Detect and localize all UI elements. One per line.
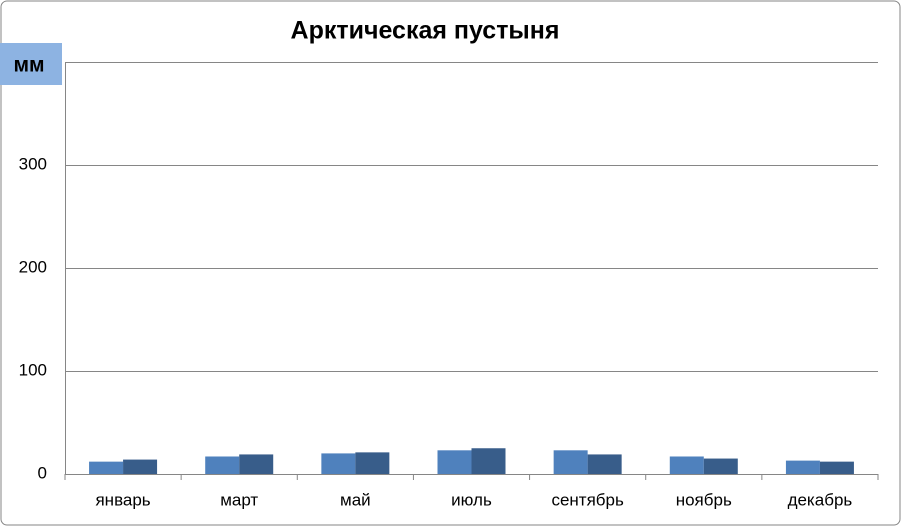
x-tick-label: май	[340, 490, 371, 509]
chart-title: Арктическая пустыня	[291, 17, 560, 45]
bar	[587, 454, 622, 474]
bar	[669, 456, 704, 474]
y-tick-label: 0	[38, 463, 47, 482]
y-tick-label: 100	[19, 360, 47, 379]
bar	[321, 453, 356, 474]
bar	[205, 456, 240, 474]
bar	[553, 450, 588, 474]
bar	[239, 454, 274, 474]
bar	[785, 460, 820, 474]
bar	[819, 461, 854, 474]
bar	[123, 459, 158, 474]
bar	[703, 458, 738, 474]
y-tick-label: 200	[19, 257, 47, 276]
y-axis-label: мм	[13, 54, 44, 77]
x-tick-label: ноябрь	[676, 490, 732, 509]
x-tick-label: декабрь	[788, 490, 853, 509]
bar	[89, 461, 124, 474]
bar	[437, 450, 472, 474]
bar	[355, 452, 390, 474]
x-tick-label: март	[220, 490, 258, 509]
x-tick-label: июль	[451, 490, 492, 509]
x-tick-label: сентябрь	[551, 490, 624, 509]
bar	[471, 448, 506, 474]
y-tick-label: 300	[19, 154, 47, 173]
y-label-box	[0, 43, 62, 85]
x-tick-label: январь	[95, 490, 150, 509]
